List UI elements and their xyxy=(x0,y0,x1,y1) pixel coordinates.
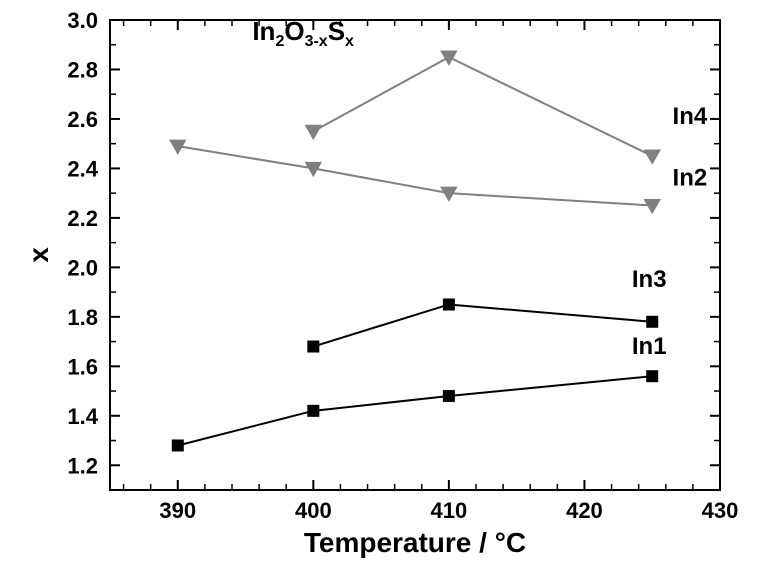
y-tick-label: 3.0 xyxy=(67,8,98,33)
series-line-In3 xyxy=(313,304,652,346)
x-tick-label: 420 xyxy=(566,498,603,523)
y-tick-label: 1.6 xyxy=(67,354,98,379)
marker-In3 xyxy=(307,341,319,353)
series-label-In3: In3 xyxy=(632,266,667,293)
y-tick-label: 1.4 xyxy=(67,404,98,429)
marker-In2 xyxy=(643,199,661,214)
marker-In1 xyxy=(172,439,184,451)
marker-In3 xyxy=(646,316,658,328)
formula-label: In2O3-xSx xyxy=(252,16,354,50)
marker-In1 xyxy=(646,370,658,382)
y-tick-label: 2.8 xyxy=(67,57,98,82)
y-tick-label: 2.4 xyxy=(67,156,98,181)
y-tick-label: 1.2 xyxy=(67,453,98,478)
y-tick-label: 2.6 xyxy=(67,107,98,132)
x-tick-label: 430 xyxy=(702,498,739,523)
marker-In4 xyxy=(305,125,323,140)
series-line-In4 xyxy=(313,57,652,156)
chart-container: 390 400 410 420 430 1.2 1.4 1.6 1.8 2.0 2.2 2.4 2.6 2… xyxy=(0,0,774,576)
marker-In1 xyxy=(443,390,455,402)
series-label-In1: In1 xyxy=(632,333,667,360)
marker-In3 xyxy=(443,298,455,310)
x-tick-label: 410 xyxy=(431,498,468,523)
series-label-In2: In2 xyxy=(673,165,708,192)
marker-In4 xyxy=(440,51,458,66)
marker-In4 xyxy=(643,149,661,164)
chart-svg: 390 400 410 420 430 1.2 1.4 1.6 1.8 2.0 2.2 2.4 2.6 2… xyxy=(0,0,774,576)
series-line-In1 xyxy=(178,376,652,445)
y-tick-label: 2.2 xyxy=(67,206,98,231)
series-line-In2 xyxy=(178,146,652,205)
marker-In1 xyxy=(307,405,319,417)
x-tick-label: 390 xyxy=(159,498,196,523)
y-tick-label: 2.0 xyxy=(67,255,98,280)
x-tick-label: 400 xyxy=(295,498,332,523)
y-tick-label: 1.8 xyxy=(67,305,98,330)
series-label-In4: In4 xyxy=(673,103,708,130)
x-axis-title: Temperature / °C xyxy=(304,527,526,558)
y-axis-title: x xyxy=(23,247,54,263)
